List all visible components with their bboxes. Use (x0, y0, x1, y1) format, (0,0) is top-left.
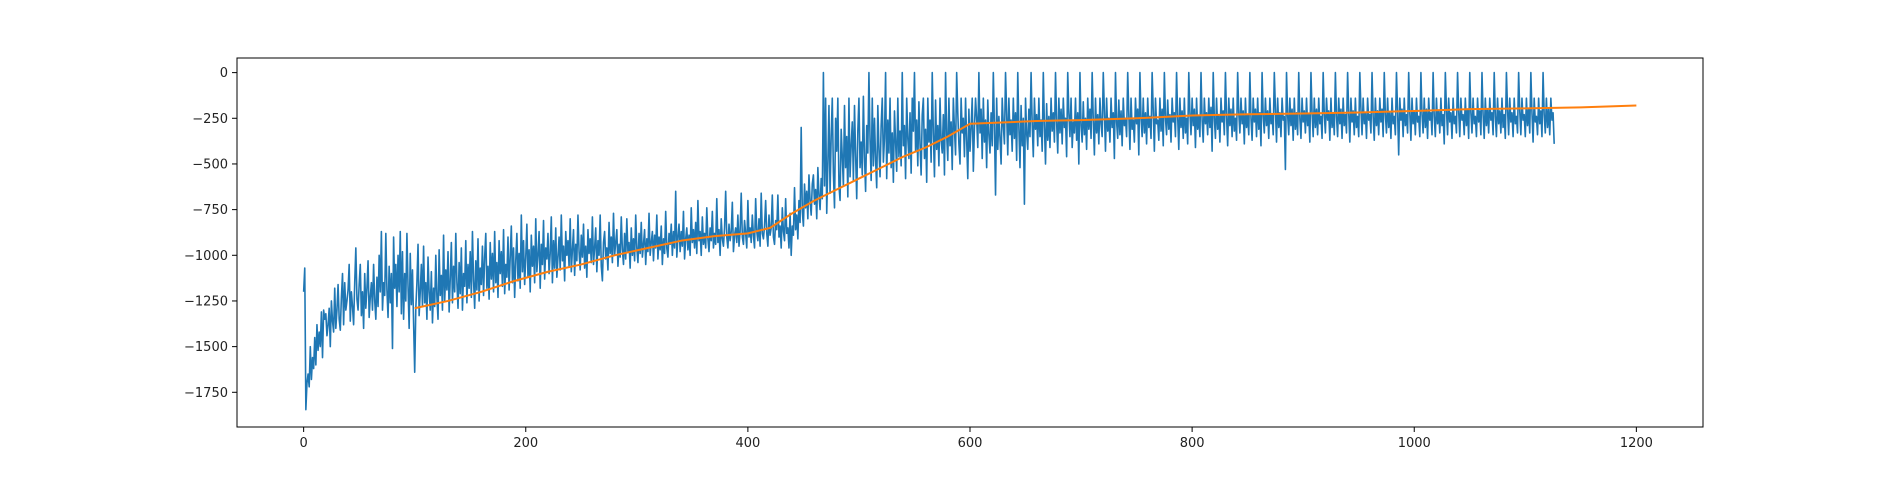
y-tick-label: −250 (192, 112, 228, 127)
y-tick-label: −1250 (184, 294, 228, 309)
x-tick-label: 200 (513, 436, 538, 451)
x-tick-label: 600 (958, 436, 983, 451)
x-tick-label: 800 (1180, 436, 1205, 451)
y-tick-label: −1500 (184, 340, 228, 355)
x-tick-label: 1000 (1398, 436, 1431, 451)
plot-area: 0 200 400 600 800 1000 1200 0 −250 −500 −750 −1000… (184, 57, 1704, 451)
y-tick-label: −1750 (184, 386, 228, 401)
y-tick-label: −1000 (184, 249, 228, 264)
series-line-raw (302, 71, 1555, 411)
y-tick-label: −500 (192, 157, 228, 172)
y-axis: 0 −250 −500 −750 −1000 −1250 −1500 −1750 (184, 66, 237, 401)
y-tick-label: 0 (220, 66, 228, 81)
series-layer (302, 71, 1637, 411)
x-tick-label: 400 (735, 436, 760, 451)
x-tick-label: 0 (299, 436, 307, 451)
x-tick-label: 1200 (1620, 436, 1653, 451)
series-line-avg (414, 104, 1637, 310)
y-tick-label: −750 (192, 203, 228, 218)
x-axis: 0 200 400 600 800 1000 1200 (299, 427, 1653, 451)
